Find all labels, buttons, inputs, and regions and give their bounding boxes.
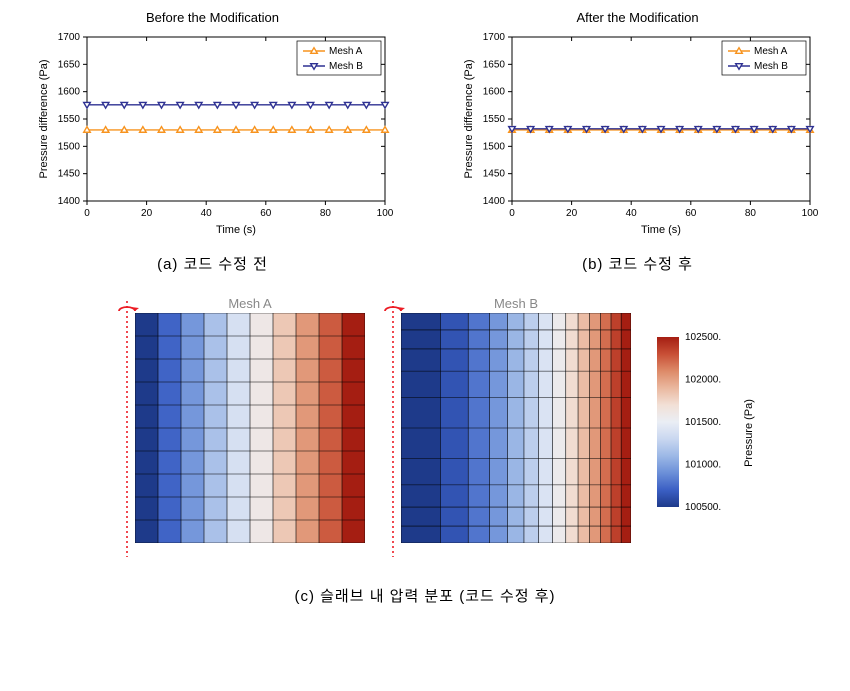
chart-title-before: Before the Modification — [10, 10, 415, 25]
caption-a: (a) 코드 수정 전 — [10, 253, 415, 274]
bottom-row: Mesh A Mesh B 102500. 102000. 101500. 10100… — [10, 296, 840, 563]
svg-text:1650: 1650 — [482, 59, 505, 70]
caption-b: (b) 코드 수정 후 — [435, 253, 840, 274]
svg-text:Time (s): Time (s) — [216, 224, 256, 236]
svg-text:20: 20 — [566, 208, 578, 219]
chart-panel-before: Before the Modification 1400 1450 1500 1550… — [10, 10, 415, 274]
svg-text:Pressure difference (Pa): Pressure difference (Pa) — [38, 59, 50, 178]
colorbar: 102500.102000.101500.101000.100500. Pres… — [657, 332, 737, 517]
svg-text:60: 60 — [260, 208, 272, 219]
svg-text:1550: 1550 — [482, 114, 505, 125]
heatmap-panel-b: Mesh B — [379, 296, 631, 563]
svg-text:80: 80 — [744, 208, 756, 219]
svg-text:1600: 1600 — [57, 87, 80, 98]
svg-text:1700: 1700 — [482, 32, 505, 43]
svg-text:1650: 1650 — [57, 59, 80, 70]
svg-text:1600: 1600 — [482, 87, 505, 98]
svg-text:Time (s): Time (s) — [641, 224, 681, 236]
svg-text:1450: 1450 — [57, 169, 80, 180]
svg-text:40: 40 — [625, 208, 637, 219]
svg-text:1500: 1500 — [482, 141, 505, 152]
svg-text:100: 100 — [376, 208, 392, 219]
chart-panel-after: After the Modification 14001450150015501… — [435, 10, 840, 274]
svg-text:Mesh B: Mesh B — [329, 61, 363, 72]
svg-text:1550: 1550 — [57, 114, 80, 125]
svg-text:1400: 1400 — [57, 196, 80, 207]
line-chart-after: 1400 1450 1500 1550 1600 1650 1700 0 20 40 60 80 100… — [458, 29, 818, 239]
svg-text:20: 20 — [141, 208, 153, 219]
svg-text:1400: 1400 — [482, 196, 505, 207]
chart-title-after: After the Modification — [435, 10, 840, 25]
top-row: Before the Modification 1400 1450 1500 1550… — [10, 10, 840, 274]
colorbar-svg: 102500. 102000. 101500. 101000. 100500. — [657, 332, 737, 512]
rotation-axis-a — [113, 313, 135, 563]
svg-text:40: 40 — [200, 208, 212, 219]
svg-text:100500.: 100500. — [685, 502, 721, 512]
svg-text:1450: 1450 — [482, 169, 505, 180]
caption-c: (c) 슬래브 내 압력 분포 (코드 수정 후) — [10, 585, 840, 606]
svg-text:Pressure difference (Pa): Pressure difference (Pa) — [463, 59, 475, 178]
svg-text:102500.: 102500. — [685, 332, 721, 343]
svg-text:101000.: 101000. — [685, 460, 721, 471]
heatmap-panel-a: Mesh A — [113, 296, 365, 563]
heatmap-label-b: Mesh B — [401, 296, 631, 311]
svg-text:0: 0 — [509, 208, 515, 219]
figure-container: Before the Modification 1400 1450 1500 1550… — [10, 10, 840, 606]
heatmap-label-a: Mesh A — [135, 296, 365, 311]
line-chart-before: 1400 1450 1500 1550 1600 1650 1700 0 20 40 60 80 100… — [33, 29, 393, 239]
heatmap-mesh-b — [401, 313, 631, 543]
colorbar-label: Pressure (Pa) — [743, 399, 755, 467]
svg-text:1700: 1700 — [57, 32, 80, 43]
svg-text:80: 80 — [319, 208, 331, 219]
svg-text:Mesh B: Mesh B — [754, 61, 788, 72]
svg-text:Mesh A: Mesh A — [754, 46, 788, 57]
heatmap-mesh-a — [135, 313, 365, 543]
svg-text:Mesh A: Mesh A — [329, 46, 363, 57]
svg-text:1500: 1500 — [57, 141, 80, 152]
svg-text:102000.: 102000. — [685, 375, 721, 386]
rotation-axis-b — [379, 313, 401, 563]
svg-text:101500.: 101500. — [685, 417, 721, 428]
svg-text:60: 60 — [685, 208, 697, 219]
svg-text:100: 100 — [801, 208, 817, 219]
svg-text:0: 0 — [84, 208, 90, 219]
